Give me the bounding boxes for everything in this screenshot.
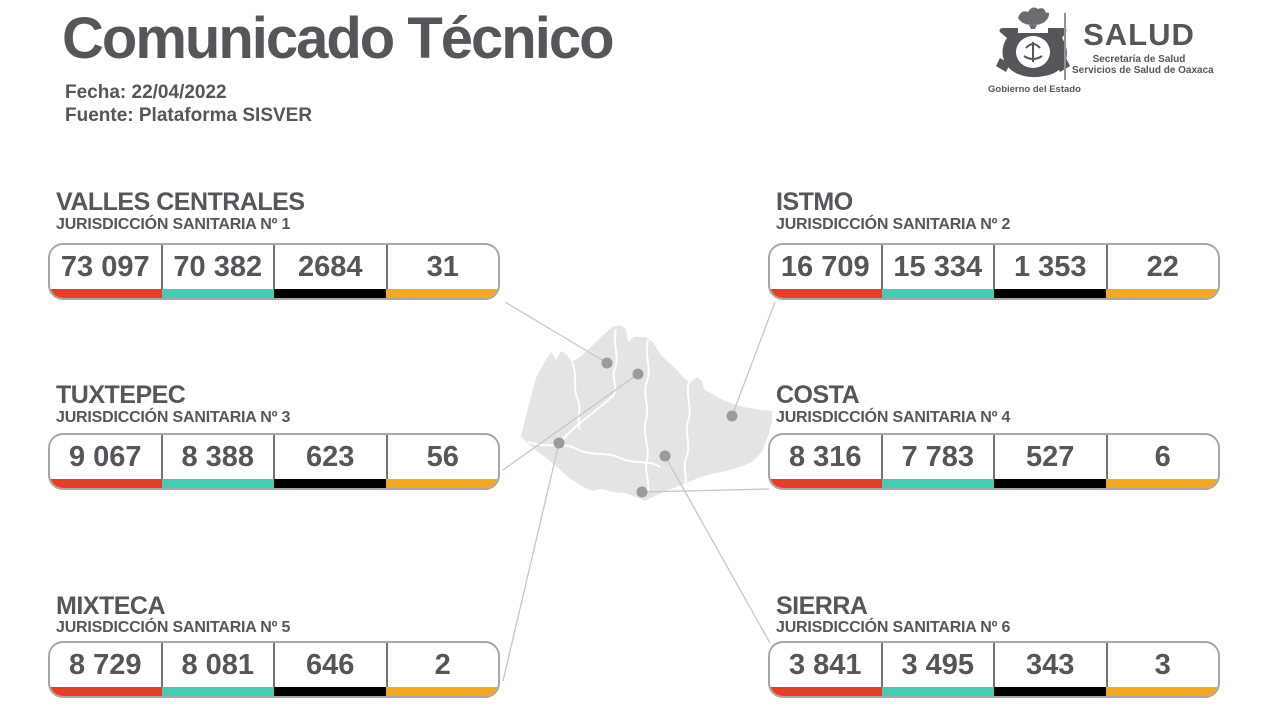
state-coat-of-arms: Gobierno del Estado [988,4,1081,95]
connector-mixteca [502,442,560,682]
color-bar [770,687,1218,696]
region-name: VALLES CENTRALES [56,188,305,216]
map-dot-mixteca [553,437,565,449]
region-jurisdiction: JURISDICCIÓN SANITARIA Nº 6 [776,619,1011,636]
stat-value: 73 097 [60,250,150,283]
region-jurisdiction: JURISDICCIÓN SANITARIA Nº 2 [776,216,1011,233]
salud-subtitle-2: Servicios de Salud de Oaxaca [1072,65,1214,76]
government-label: Gobierno del Estado [988,84,1081,95]
salud-subtitle-1: Secretaría de Salud [1092,54,1186,65]
stat-value: 8 388 [160,435,274,488]
region-jurisdiction: JURISDICCIÓN SANITARIA Nº 1 [56,216,291,233]
map-dots [553,357,738,498]
map-dot-costa [636,486,648,498]
region-name: ISTMO [776,188,853,216]
salud-logo: SALUD Secretaría de Salud Servicios de S… [1072,17,1214,77]
eagle-icon [1018,7,1050,29]
stat-value: 623 [273,435,386,488]
stat-value: 646 [273,643,386,696]
connector-costa [641,488,770,493]
color-bar [770,479,1218,488]
stats-card: 16 709 15 334 1 353 22 [768,243,1220,300]
stat-value: 343 [993,643,1106,696]
shield-icon [996,28,1070,78]
region-name: SIERRA [776,592,868,620]
color-bar [50,687,498,696]
map-dot-valles-centrales [601,357,613,369]
stat-value: 70 382 [160,245,274,298]
stats-card: 9 067 8 388 623 56 [48,433,500,490]
color-bar [770,289,1218,298]
stat-value: 8 081 [160,643,274,696]
date-label: Fecha: 22/04/2022 [65,82,227,103]
stat-value: 56 [385,435,499,488]
source-label: Fuente: Plataforma SISVER [65,105,313,126]
stats-card: 3 841 3 495 343 3 [768,641,1220,698]
stat-value: 9 067 [68,440,142,473]
stat-value: 3 841 [788,648,862,681]
region-name: TUXTEPEC [56,381,186,409]
page-title: Comunicado Técnico [62,6,615,71]
color-bar [50,479,498,488]
region-jurisdiction: JURISDICCIÓN SANITARIA Nº 5 [56,619,291,636]
stat-value: 1 353 [993,245,1106,298]
stat-value: 3 [1105,643,1219,696]
region-jurisdiction: JURISDICCIÓN SANITARIA Nº 4 [776,409,1011,426]
map-dot-sierra [659,450,671,462]
map-dot-istmo [726,410,738,422]
stat-value: 2684 [273,245,386,298]
salud-brand: SALUD [1083,17,1195,52]
stats-card: 8 316 7 783 527 6 [768,433,1220,490]
connector-valles-centrales [504,301,608,364]
stat-value: 7 783 [880,435,994,488]
oaxaca-state-shape [521,325,772,501]
stats-card: 8 729 8 081 646 2 [48,641,500,698]
coat-of-arms-graphic [996,7,1070,78]
stat-value: 3 495 [880,643,994,696]
stat-value: 8 729 [68,648,142,681]
stat-value: 2 [385,643,499,696]
stats-card: 73 097 70 382 2684 31 [48,243,500,300]
region-jurisdiction: JURISDICCIÓN SANITARIA Nº 3 [56,409,291,426]
stat-value: 15 334 [880,245,994,298]
map-dot-tuxtepec [632,368,644,380]
connector-tuxtepec [502,373,639,471]
connector-istmo [731,301,776,417]
connector-lines [502,301,776,682]
stat-value: 22 [1105,245,1219,298]
stat-value: 16 709 [780,250,870,283]
region-name: MIXTECA [56,592,166,620]
region-name: COSTA [776,381,860,409]
logo-divider [1064,13,1066,80]
stat-value: 527 [993,435,1106,488]
stat-value: 8 316 [788,440,862,473]
stat-value: 31 [385,245,499,298]
jurisdiction-borders [527,328,691,493]
connector-sierra [664,455,771,644]
stat-value: 6 [1105,435,1219,488]
color-bar [50,289,498,298]
